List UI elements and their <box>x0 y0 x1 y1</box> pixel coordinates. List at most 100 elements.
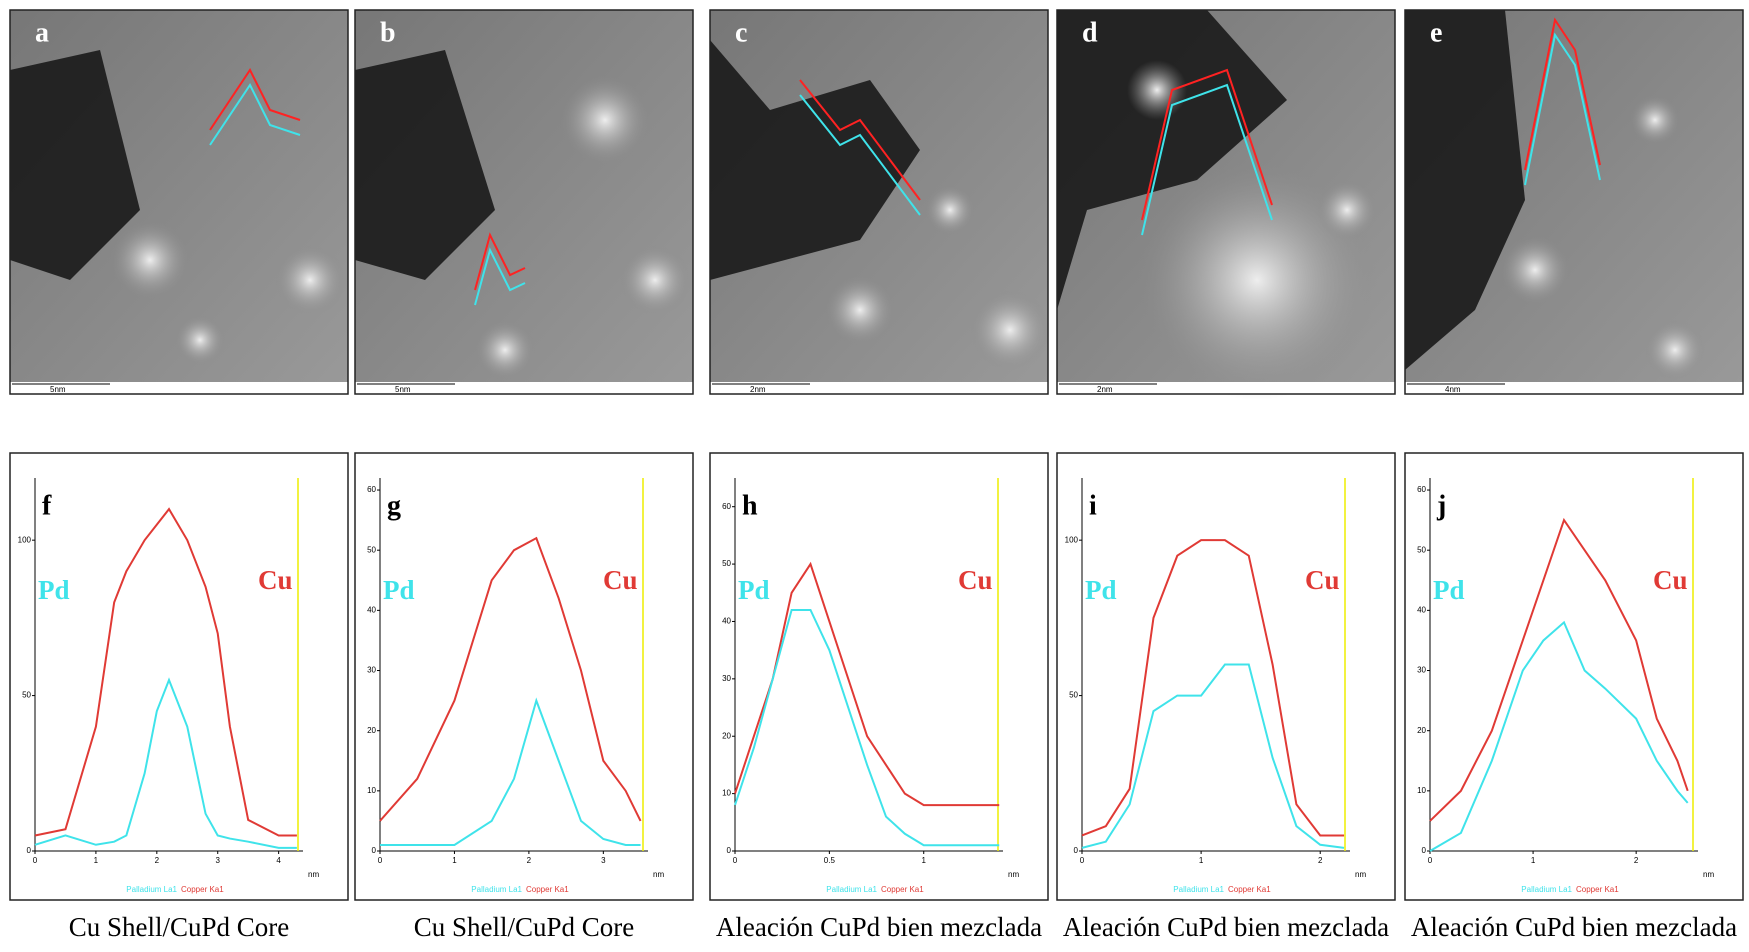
x-tick-label: 2 <box>1318 856 1323 865</box>
y-tick-label: 20 <box>367 726 376 735</box>
y-tick-label: 40 <box>722 617 731 626</box>
series-label: Cu <box>258 565 293 595</box>
particle <box>825 275 895 345</box>
detector-label: Palladium La1 <box>1521 885 1572 894</box>
detector-label: Palladium La1 <box>1173 885 1224 894</box>
series-line <box>34 677 297 849</box>
particle <box>110 220 190 300</box>
x-tick-label: 4 <box>276 856 281 865</box>
panel-letter: e <box>1430 17 1442 48</box>
y-tick-label: 10 <box>367 786 376 795</box>
caption: Aleación CuPd bien mezclada <box>1411 912 1737 942</box>
particle <box>560 75 650 165</box>
scale-label: 5nm <box>395 385 411 394</box>
particle <box>1127 60 1187 120</box>
detector-label: Copper Ka1 <box>181 885 224 894</box>
y-tick-label: 20 <box>1417 726 1426 735</box>
profile-overlay-pd <box>209 83 301 146</box>
scale-row <box>10 382 348 394</box>
x-tick-label: 2 <box>1634 856 1639 865</box>
particle <box>275 245 345 315</box>
frame <box>9 9 349 395</box>
frame <box>354 9 694 395</box>
panel-letter: j <box>1436 490 1446 521</box>
series-label: Cu <box>1305 565 1340 595</box>
image-panel: 2nm d <box>1056 9 1396 400</box>
series-label: Pd <box>38 575 70 605</box>
dark-region <box>10 50 140 280</box>
x-tick-label: 1 <box>922 856 927 865</box>
frame <box>1056 9 1396 395</box>
y-tick-label: 20 <box>722 731 731 740</box>
scale-label: 5nm <box>50 385 66 394</box>
dark-region <box>710 40 920 280</box>
detector-label: Palladium La1 <box>471 885 522 894</box>
detector-label: Palladium La1 <box>826 885 877 894</box>
panel-letter: a <box>35 17 49 48</box>
y-tick-label: 30 <box>722 674 731 683</box>
series-line <box>379 536 642 822</box>
panel-letter: h <box>742 490 758 521</box>
y-tick-label: 10 <box>1417 786 1426 795</box>
y-tick-label: 50 <box>22 691 31 700</box>
particle <box>1630 95 1680 145</box>
profile-overlay <box>209 68 301 131</box>
panel-letter: d <box>1082 17 1098 48</box>
detector-label: Palladium La1 <box>126 885 177 894</box>
particle <box>925 185 975 235</box>
chart-panel: 0 10 20 30 40 50 60 0 0.5 1 nm Pd Cu h Palladium La1 Co… <box>709 452 1049 901</box>
profile-overlay <box>1524 17 1601 171</box>
x-tick-label: 0.5 <box>824 856 836 865</box>
series-label: Pd <box>1085 575 1117 605</box>
x-unit: nm <box>653 870 664 879</box>
chart-panel: 0 50 100 0 1 2 nm Pd Cu i Palladium La1 Copper Ka1 <box>1056 452 1396 901</box>
series-line <box>34 507 297 837</box>
caption: Cu Shell/CuPd Core <box>69 912 290 942</box>
detector-label: Copper Ka1 <box>526 885 569 894</box>
y-tick-label: 50 <box>722 559 731 568</box>
x-tick-label: 0 <box>33 856 38 865</box>
chart-panel: 0 10 20 30 40 50 60 0 1 2 3 nm Pd Cu g Palladium La1 Cop… <box>354 452 694 901</box>
series-line <box>1429 517 1689 822</box>
caption: Cu Shell/CuPd Core <box>414 912 635 942</box>
series-line <box>1081 663 1345 849</box>
profile-overlay-pd <box>1141 83 1273 236</box>
chart-frame <box>709 452 1049 901</box>
dark-region <box>1057 10 1287 310</box>
scale-row <box>1057 382 1395 394</box>
particle <box>475 320 535 380</box>
y-tick-label: 30 <box>1417 666 1426 675</box>
profile-overlay <box>474 232 526 291</box>
particle <box>1137 160 1377 400</box>
y-tick-label: 60 <box>367 485 376 494</box>
series-label: Pd <box>738 575 770 605</box>
chart-frame <box>1404 452 1744 901</box>
particle <box>1500 235 1570 305</box>
panel-letter: b <box>380 17 396 48</box>
x-unit: nm <box>1703 870 1714 879</box>
profile-overlay <box>1141 68 1273 221</box>
y-tick-label: 0 <box>1074 846 1079 855</box>
series-line <box>380 697 641 846</box>
series-label: Pd <box>383 575 415 605</box>
x-tick-label: 1 <box>1199 856 1204 865</box>
scale-row <box>1405 382 1743 394</box>
chart-panel: 0 10 20 30 40 50 60 0 1 2 nm Pd Cu j Palladium La1 Copp… <box>1404 452 1744 901</box>
x-tick-label: 1 <box>452 856 457 865</box>
panel-letter: c <box>735 17 747 48</box>
x-tick-label: 1 <box>94 856 99 865</box>
particle <box>970 290 1050 370</box>
scale-label: 4nm <box>1445 385 1461 394</box>
y-tick-label: 100 <box>1065 535 1079 544</box>
chart-frame <box>354 452 694 901</box>
x-unit: nm <box>1008 870 1019 879</box>
x-unit: nm <box>308 870 319 879</box>
x-tick-label: 3 <box>601 856 606 865</box>
series-label: Cu <box>1653 565 1688 595</box>
y-tick-label: 60 <box>722 502 731 511</box>
detector-label: Copper Ka1 <box>1576 885 1619 894</box>
y-tick-label: 50 <box>1417 545 1426 554</box>
x-tick-label: 0 <box>378 856 383 865</box>
scale-row <box>355 382 693 394</box>
